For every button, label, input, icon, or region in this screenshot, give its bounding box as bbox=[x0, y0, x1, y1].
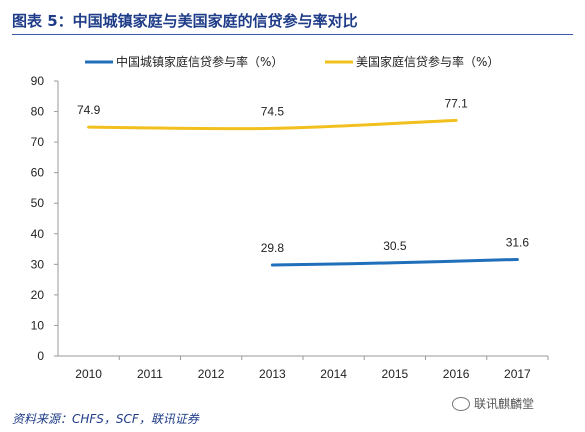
y-tick-label: 10 bbox=[31, 318, 45, 332]
y-tick-label: 30 bbox=[31, 257, 45, 271]
x-tick-label: 2014 bbox=[320, 367, 347, 381]
data-label: 29.8 bbox=[261, 241, 285, 255]
x-tick-label: 2010 bbox=[75, 367, 102, 381]
series-line-2 bbox=[87, 118, 458, 131]
data-label: 30.5 bbox=[383, 239, 407, 253]
chart-axes: 0 10 20 30 40 50 60 70 80 90 2010 2011 2012 2013 2014 2… bbox=[31, 74, 549, 381]
x-tick-label: 2012 bbox=[198, 367, 225, 381]
y-tick-label: 40 bbox=[31, 227, 45, 241]
line-chart: 0 10 20 30 40 50 60 70 80 90 2010 2011 2012 2013 2014 2… bbox=[31, 54, 549, 381]
title-divider bbox=[12, 34, 573, 35]
data-label: 74.5 bbox=[261, 104, 285, 118]
y-tick-label: 90 bbox=[31, 74, 45, 88]
x-tick-label: 2013 bbox=[259, 367, 286, 381]
x-tick-label: 2016 bbox=[443, 367, 470, 381]
data-label: 77.1 bbox=[444, 96, 468, 110]
watermark: 联讯麒麟堂 bbox=[452, 395, 534, 412]
data-label: 31.6 bbox=[506, 235, 530, 249]
y-tick-label: 60 bbox=[31, 166, 45, 180]
y-tick-label: 70 bbox=[31, 135, 45, 149]
figure-title: 图表 5：中国城镇家庭与美国家庭的信贷参与率对比 bbox=[12, 12, 358, 30]
x-tick-label: 2017 bbox=[504, 367, 531, 381]
watermark-text: 联讯麒麟堂 bbox=[474, 397, 535, 411]
y-tick-label: 80 bbox=[31, 105, 45, 119]
legend-label: 中国城镇家庭信贷参与率（%） bbox=[116, 54, 283, 69]
y-tick-label: 50 bbox=[31, 196, 45, 210]
wechat-icon bbox=[452, 396, 470, 411]
x-tick-label: 2011 bbox=[137, 367, 163, 381]
chart-legend: 中国城镇家庭信贷参与率（%） 美国家庭信贷参与率（%） bbox=[85, 54, 499, 69]
source-note: 资料来源：CHFS，SCF，联讯证券 bbox=[12, 412, 199, 426]
y-tick-label: 0 bbox=[37, 349, 44, 363]
series-line-1 bbox=[270, 257, 519, 267]
x-tick-label: 2015 bbox=[382, 367, 409, 381]
data-label: 74.9 bbox=[77, 103, 101, 117]
legend-label: 美国家庭信贷参与率（%） bbox=[356, 54, 499, 69]
y-tick-label: 20 bbox=[31, 288, 45, 302]
chart-series: 29.8 30.5 31.6 74.9 74.5 77.1 bbox=[77, 96, 530, 267]
